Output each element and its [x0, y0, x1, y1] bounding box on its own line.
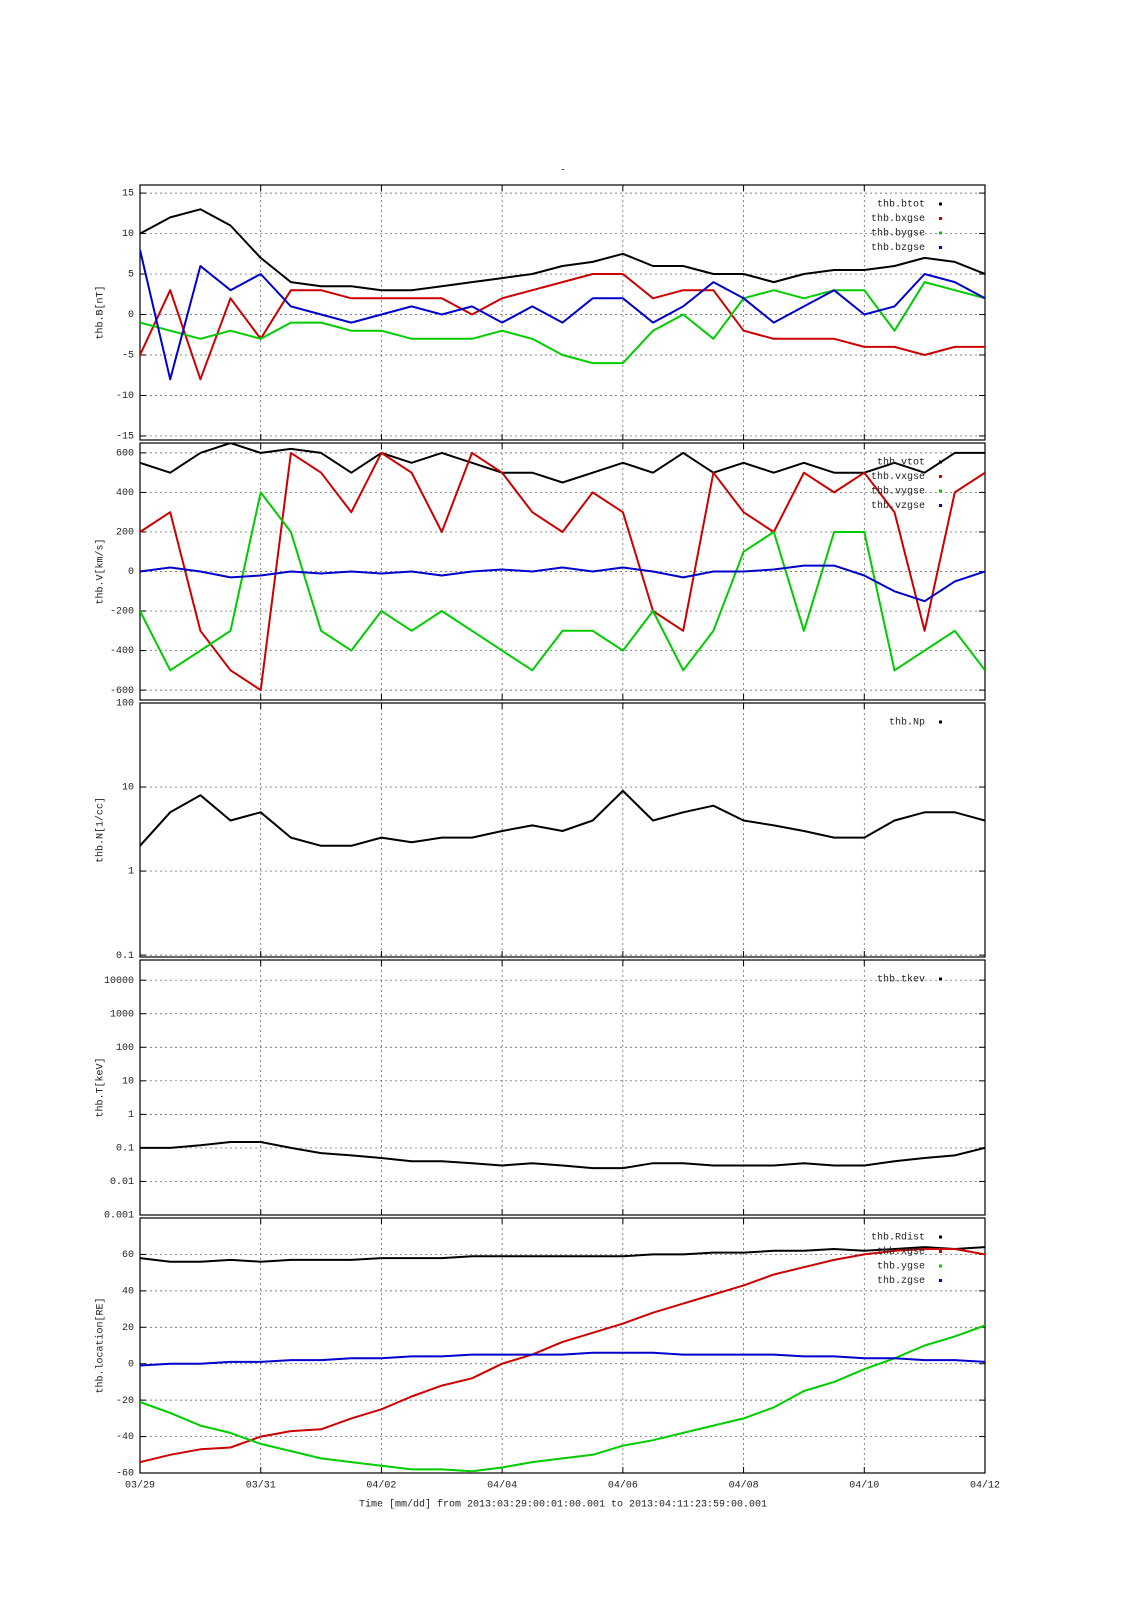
- y-tick-label: -60: [116, 1469, 134, 1480]
- legend-label: thb.ygse: [877, 1261, 925, 1273]
- y-tick-label: -200: [110, 607, 134, 618]
- x-tick-label: 03/31: [246, 1480, 276, 1492]
- legend-swatch: [939, 1235, 942, 1239]
- series-line: [140, 1248, 985, 1464]
- legend-label: thb.Np: [889, 717, 925, 729]
- y-tick-label: 60: [122, 1250, 134, 1261]
- y-tick-label: 1: [128, 1110, 134, 1121]
- series-line: [140, 1246, 985, 1263]
- y-axis-label: thb.N[1/cc]: [95, 797, 107, 863]
- series-line: [140, 564, 985, 603]
- y-tick-label: -600: [110, 686, 134, 697]
- series-line: [140, 281, 985, 365]
- y-tick-label: 10: [122, 1076, 134, 1087]
- series-line: [140, 273, 985, 381]
- y-tick-label: 200: [116, 528, 134, 539]
- series-line: [140, 451, 985, 692]
- legend-swatch: [939, 1279, 942, 1282]
- legend-label: thb.Rdist: [871, 1232, 925, 1244]
- legend-swatch: [939, 202, 942, 206]
- series-line: [140, 249, 985, 381]
- y-tick-label: 40: [122, 1286, 134, 1297]
- y-axis-label: thb.V[km/s]: [95, 538, 107, 604]
- y-tick-label: 100: [116, 1043, 134, 1054]
- x-tick-label: 03/29: [125, 1480, 155, 1492]
- y-tick-label: 10: [122, 229, 134, 240]
- series-line: [140, 1141, 985, 1170]
- y-tick-label: 0.01: [110, 1177, 134, 1188]
- y-tick-label: -15: [116, 432, 134, 443]
- legend-swatch: [939, 475, 942, 478]
- legend-swatch: [939, 460, 942, 464]
- y-tick-label: -40: [116, 1432, 134, 1443]
- y-tick-label: 15: [122, 189, 134, 200]
- legend-label: thb.xgse: [877, 1246, 925, 1258]
- y-tick-label: 0.1: [116, 951, 134, 962]
- y-tick-label: 5: [128, 270, 134, 281]
- y-tick-label: 10: [122, 783, 134, 794]
- y-tick-label: 10000: [104, 976, 134, 987]
- y-tick-label: 0: [128, 310, 134, 321]
- y-tick-label: 100: [116, 699, 134, 710]
- y-axis-label: thb.T[keV]: [95, 1057, 107, 1117]
- y-axis-label: thb.location[RE]: [95, 1297, 107, 1393]
- y-tick-label: 1000: [110, 1009, 134, 1020]
- legend-label: thb.bzgse: [871, 242, 925, 254]
- y-tick-label: -20: [116, 1396, 134, 1407]
- legend-swatch: [939, 217, 942, 220]
- legend-swatch: [939, 231, 942, 235]
- legend-label: thb.bygse: [871, 228, 925, 240]
- y-tick-label: 0.1: [116, 1144, 134, 1155]
- legend-label: thb.zgse: [877, 1275, 925, 1287]
- series-line: [140, 208, 985, 292]
- y-tick-label: 600: [116, 449, 134, 460]
- series-line: [140, 443, 985, 484]
- legend-swatch: [939, 977, 942, 981]
- y-tick-label: 0: [128, 1359, 134, 1370]
- y-tick-label: 0.001: [104, 1211, 134, 1222]
- plot-frame: [139, 184, 986, 441]
- y-tick-label: 20: [122, 1323, 134, 1334]
- series-line: [140, 1324, 985, 1473]
- y-tick-label: 0: [128, 567, 134, 578]
- x-tick-label: 04/06: [608, 1480, 638, 1492]
- legend-swatch: [939, 246, 942, 249]
- legend-label: thb.btot: [877, 199, 925, 211]
- legend-label: thb.tkev: [877, 974, 925, 986]
- chart-title: -: [560, 166, 566, 177]
- y-axis-label: thb.B[nT]: [95, 285, 107, 339]
- legend-label: thb.bxgse: [871, 213, 925, 225]
- legend-label: thb.vxgse: [871, 471, 925, 483]
- legend-label: thb.vzgse: [871, 500, 925, 512]
- legend-label: thb.vtot: [877, 457, 925, 469]
- x-tick-label: 04/10: [849, 1480, 879, 1492]
- x-tick-label: 04/04: [487, 1480, 517, 1492]
- x-tick-label: 04/08: [729, 1480, 759, 1492]
- legend-swatch: [939, 504, 942, 507]
- plot-frame: [139, 959, 986, 1216]
- series-line: [140, 789, 985, 847]
- y-tick-label: -400: [110, 646, 134, 657]
- legend-swatch: [939, 1250, 942, 1253]
- y-tick-label: -5: [122, 351, 134, 362]
- plot-frame: [139, 702, 986, 958]
- plot-frame: [139, 1217, 986, 1474]
- legend-swatch: [939, 489, 942, 493]
- series-line: [140, 491, 985, 672]
- y-tick-label: 400: [116, 488, 134, 499]
- x-tick-label: 04/12: [970, 1480, 1000, 1492]
- x-axis-label: Time [mm/dd] from 2013:03:29:00:01:00.00…: [359, 1499, 767, 1511]
- y-tick-label: 1: [128, 867, 134, 878]
- legend-label: thb.vygse: [871, 486, 925, 498]
- legend-swatch: [939, 1264, 942, 1268]
- legend-swatch: [939, 720, 942, 724]
- series-line: [140, 1351, 985, 1367]
- x-tick-label: 04/02: [366, 1480, 396, 1492]
- y-tick-label: -10: [116, 391, 134, 402]
